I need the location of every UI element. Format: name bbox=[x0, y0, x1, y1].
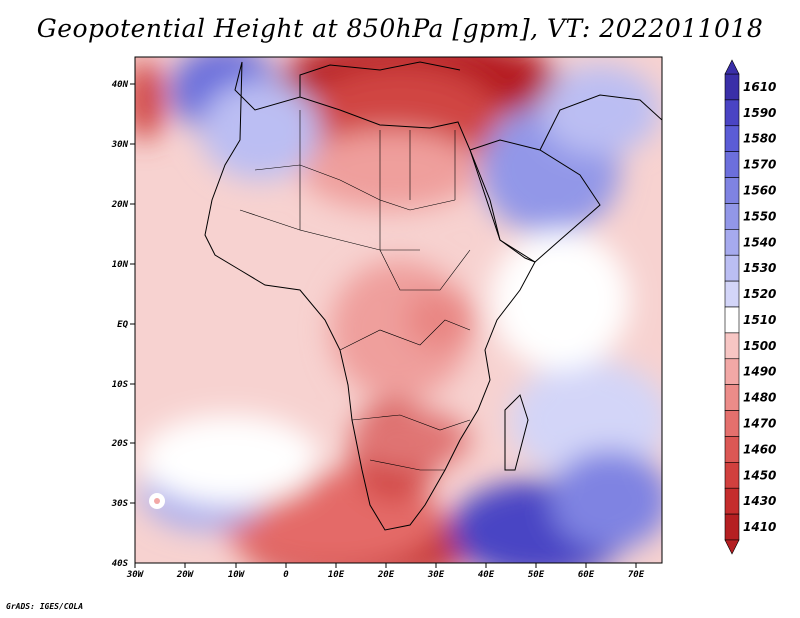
colorbar-swatch bbox=[724, 358, 740, 385]
colorbar-swatch bbox=[724, 332, 740, 360]
colorbar-label: 1560 bbox=[743, 184, 776, 198]
lon-tick-label: 20W bbox=[176, 570, 195, 580]
lat-tick-label: 40N bbox=[112, 80, 129, 90]
lat-tick-label: 30N bbox=[111, 140, 129, 150]
colorbar-top-arrow bbox=[724, 59, 740, 75]
colorbar-swatch bbox=[724, 229, 740, 256]
lat-tick-label: 10N bbox=[112, 260, 129, 270]
colorbar-label: 1430 bbox=[743, 494, 776, 508]
colorbar-label: 1590 bbox=[743, 106, 776, 120]
colorbar: 1610 1590 1580 1570 1560 1550 1540 1530 1520 1510… bbox=[724, 59, 776, 555]
colorbar-swatch bbox=[724, 73, 740, 101]
lon-tick-label: 0 bbox=[283, 570, 289, 580]
lon-tick-label: 20E bbox=[377, 570, 395, 580]
lat-tick-label: 40S bbox=[112, 559, 129, 569]
colorbar-swatch bbox=[724, 436, 740, 463]
colorbar-swatch bbox=[724, 254, 740, 282]
colorbar-label: 1520 bbox=[743, 287, 776, 301]
colorbar-bottom-arrow bbox=[724, 539, 740, 555]
colorbar-label: 1540 bbox=[743, 235, 776, 249]
colorbar-label: 1580 bbox=[743, 132, 776, 146]
chart-title: Geopotential Height at 850hPa [gpm], VT:… bbox=[36, 14, 764, 43]
lat-tick-label: 20N bbox=[111, 200, 129, 210]
lon-tick-label: 70E bbox=[628, 570, 645, 580]
lat-tick-label: EQ bbox=[117, 320, 128, 330]
lon-tick-label: 60E bbox=[578, 570, 595, 580]
lon-tick-label: 10W bbox=[228, 570, 246, 580]
colorbar-swatch bbox=[724, 306, 740, 334]
lon-axis: 30W 20W 10W 0 10E 20E 30E 40E 50E 60E 70… bbox=[126, 563, 645, 580]
lon-tick-label: 30W bbox=[126, 570, 145, 580]
country-borders bbox=[239, 110, 471, 471]
colorbar-label: 1500 bbox=[743, 339, 776, 353]
colorbar-swatch bbox=[724, 462, 740, 489]
colorbar-swatch bbox=[724, 384, 740, 411]
lon-tick-label: 50E bbox=[528, 570, 545, 580]
colorbar-label: 1470 bbox=[743, 417, 776, 431]
lat-tick-label: 10S bbox=[112, 380, 129, 390]
lon-tick-label: 40E bbox=[478, 570, 495, 580]
colorbar-label: 1410 bbox=[743, 520, 776, 534]
colorbar-label: 1530 bbox=[743, 261, 776, 275]
colorbar-label: 1480 bbox=[743, 391, 776, 405]
height-field bbox=[135, 57, 662, 563]
colorbar-swatch bbox=[724, 513, 740, 541]
lat-tick-label: 20S bbox=[111, 439, 129, 449]
colorbar-swatch bbox=[724, 410, 740, 437]
colorbar-label: 1460 bbox=[743, 442, 776, 456]
colorbar-swatch bbox=[724, 280, 740, 308]
colorbar-swatch bbox=[724, 203, 740, 230]
map-frame bbox=[134, 56, 663, 564]
lon-tick-label: 30E bbox=[427, 570, 445, 580]
colorbar-label: 1490 bbox=[743, 365, 776, 379]
colorbar-swatch bbox=[724, 125, 740, 152]
lon-tick-label: 10E bbox=[328, 570, 345, 580]
colorbar-swatch bbox=[724, 487, 740, 515]
colorbar-label: 1450 bbox=[743, 468, 776, 482]
colorbar-swatch bbox=[724, 99, 740, 127]
lat-tick-label: 30S bbox=[111, 499, 129, 509]
colorbar-label: 1610 bbox=[743, 80, 776, 94]
colorbar-swatch bbox=[724, 151, 740, 178]
colorbar-label: 1570 bbox=[743, 158, 776, 172]
colorbar-label: 1510 bbox=[743, 313, 776, 327]
grads-credit: GrADS: IGES/COLA bbox=[6, 602, 84, 611]
colorbar-label: 1550 bbox=[743, 209, 776, 223]
colorbar-swatch bbox=[724, 177, 740, 204]
coastline bbox=[204, 61, 662, 531]
lat-axis: 40N 30N 20N 10N EQ 10S 20S 30S 40S bbox=[111, 80, 135, 569]
